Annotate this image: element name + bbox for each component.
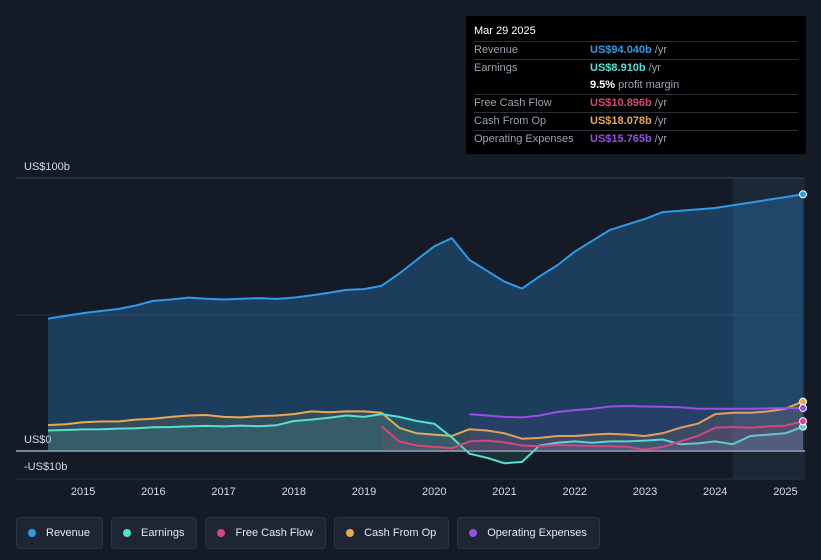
legend-earnings-button[interactable]: Earnings: [111, 517, 198, 549]
revenue-dot-icon: [28, 529, 36, 537]
x-tick-label: 2024: [703, 486, 727, 498]
legend-cfo-button[interactable]: Cash From Op: [334, 517, 450, 549]
x-tick-label: 2025: [773, 486, 797, 498]
legend-cfo-label: Cash From Op: [364, 527, 437, 539]
tooltip-cfo-unit: /yr: [654, 115, 667, 127]
legend-revenue-label: Revenue: [46, 527, 91, 539]
earnings-line: [47, 413, 804, 465]
revenue-area: [48, 194, 803, 452]
tooltip-earnings-unit: /yr: [648, 62, 661, 74]
x-axis: 2015 2016 2017 2018 2019 2020 2021 2022 2023 2024…: [71, 486, 798, 498]
tooltip-fcf-unit: /yr: [654, 97, 667, 109]
tooltip-row-fcf: Free Cash Flow US$10.896b /yr: [474, 95, 798, 113]
x-tick-label: 2015: [71, 486, 95, 498]
tooltip-cfo-value: US$18.078b: [590, 115, 652, 127]
legend-fcf-button[interactable]: Free Cash Flow: [205, 517, 327, 549]
tooltip-row-revenue: Revenue US$94.040b /yr: [474, 42, 798, 60]
tooltip-revenue-label: Revenue: [474, 44, 519, 56]
opex-line: [469, 405, 804, 419]
x-tick-label: 2023: [633, 486, 657, 498]
tooltip-revenue-value: US$94.040b: [590, 44, 652, 56]
legend-revenue-button[interactable]: Revenue: [16, 517, 104, 549]
x-tick-label: 2017: [211, 486, 235, 498]
cfo-line: [47, 400, 804, 440]
tooltip-opex-label: Operating Expenses: [474, 133, 574, 145]
x-tick-label: 2018: [282, 486, 306, 498]
tooltip-cfo-label: Cash From Op: [474, 115, 547, 127]
series-layer: [47, 190, 807, 465]
x-tick-label: 2019: [352, 486, 376, 498]
cfo-dot-icon: [346, 529, 355, 537]
fcf-area: [381, 421, 803, 451]
x-tick-label: 2020: [422, 486, 446, 498]
tooltip-revenue-unit: /yr: [654, 44, 667, 56]
legend: Revenue Earnings Free Cash Flow Cash Fro…: [16, 517, 608, 549]
revenue-endpoint: [799, 190, 807, 199]
tooltip-row-margin: 9.5% profit margin: [474, 77, 798, 95]
opex-area: [469, 406, 803, 451]
tooltip-earnings-label: Earnings: [474, 62, 518, 74]
revenue-line: [47, 193, 804, 320]
fcf-endpoint: [799, 417, 807, 426]
tooltip-margin-text: profit margin: [618, 79, 680, 91]
tooltip-margin-value: 9.5%: [590, 79, 616, 91]
legend-opex-label: Operating Expenses: [487, 527, 587, 539]
y-label-bottom: -US$10b: [24, 461, 67, 473]
opex-dot-icon: [469, 529, 478, 537]
tooltip-row-earnings: Earnings US$8.910b /yr: [474, 60, 798, 77]
fcf-line: [380, 420, 804, 451]
forecast-region: [732, 178, 805, 479]
legend-fcf-label: Free Cash Flow: [235, 527, 314, 539]
x-tick-label: 2021: [492, 486, 516, 498]
y-label-zero: US$0: [24, 434, 52, 446]
tooltip-margin-spacer: [474, 77, 590, 94]
tooltip-opex-value: US$15.765b: [590, 133, 652, 145]
opex-endpoint: [799, 403, 807, 412]
tooltip-fcf-label: Free Cash Flow: [474, 97, 552, 109]
cfo-area: [48, 401, 803, 451]
tooltip-row-cfo: Cash From Op US$18.078b /yr: [474, 113, 798, 131]
legend-opex-button[interactable]: Operating Expenses: [457, 517, 600, 549]
tooltip-earnings-value: US$8.910b: [590, 62, 646, 74]
y-label-top: US$100b: [24, 161, 70, 173]
tooltip-panel: Mar 29 2025 Revenue US$94.040b /yr Earni…: [466, 16, 806, 154]
tooltip-row-opex: Operating Expenses US$15.765b /yr: [474, 131, 798, 148]
tooltip-opex-unit: /yr: [654, 133, 667, 145]
earnings-dot-icon: [123, 529, 132, 537]
x-tick-label: 2016: [141, 486, 165, 498]
fcf-dot-icon: [217, 529, 226, 537]
tooltip-fcf-value: US$10.896b: [590, 97, 652, 109]
x-tick-label: 2022: [563, 486, 587, 498]
legend-earnings-label: Earnings: [141, 527, 185, 539]
tooltip-date: Mar 29 2025: [474, 24, 798, 42]
